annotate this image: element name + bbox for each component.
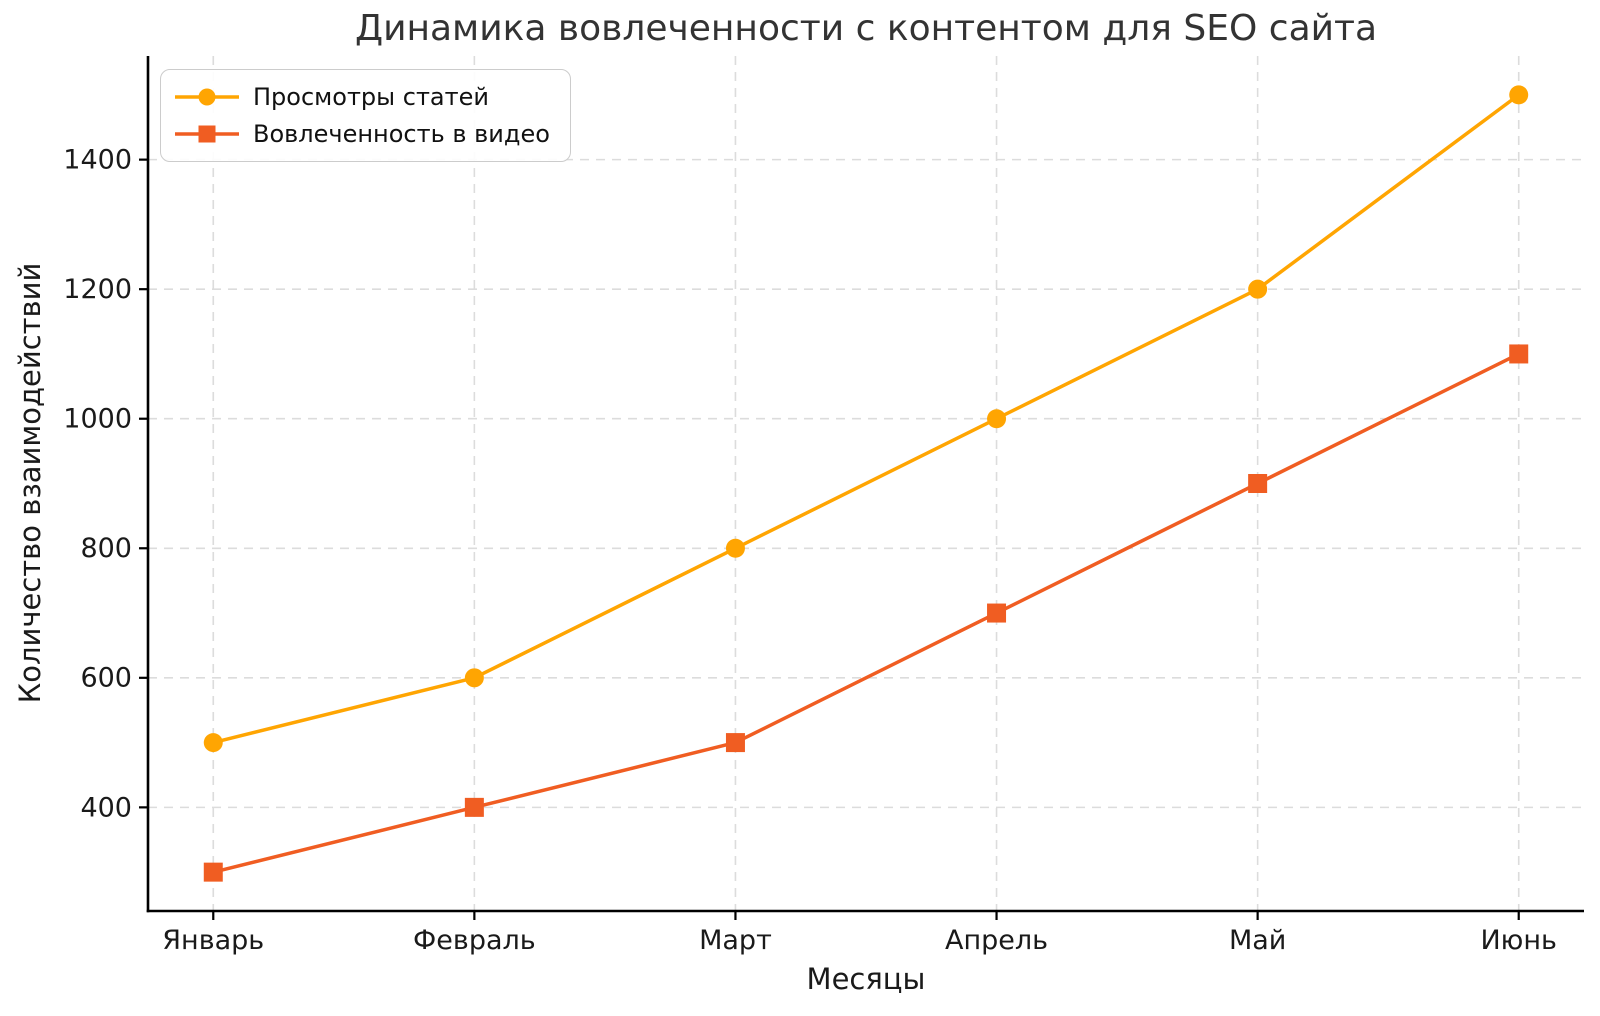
- legend-item: Просмотры статей: [173, 83, 550, 111]
- x-tick-label: Январь: [162, 925, 264, 956]
- data-point-square: [725, 733, 745, 753]
- series-line: [211, 352, 1521, 874]
- data-point-square: [464, 797, 484, 817]
- data-point-circle: [987, 409, 1007, 429]
- x-tick-label: Апрель: [945, 925, 1048, 956]
- y-tick-label: 1200: [63, 274, 132, 305]
- x-tick-label: Июнь: [1480, 925, 1557, 956]
- legend-label: Просмотры статей: [253, 83, 489, 111]
- y-tick-label: 400: [80, 792, 132, 823]
- data-point-circle: [1509, 85, 1529, 105]
- x-axis-label: Месяцы: [806, 962, 926, 996]
- data-point-square: [1509, 344, 1529, 364]
- data-point-square: [198, 125, 216, 143]
- x-tick-label: Февраль: [413, 925, 536, 956]
- x-tick-label: Май: [1229, 925, 1286, 956]
- y-tick-label: 1400: [63, 145, 132, 176]
- legend-item: Вовлеченность в видео: [173, 120, 550, 148]
- chart-title: Динамика вовлеченности с контентом для S…: [354, 8, 1378, 49]
- y-tick-label: 600: [80, 663, 132, 694]
- data-point-circle: [725, 538, 745, 558]
- x-tick-label: Март: [699, 925, 772, 956]
- series-1: [203, 344, 1529, 882]
- legend-circle-marker-icon: [175, 88, 239, 106]
- data-point-circle: [203, 733, 223, 753]
- series-line: [211, 93, 1521, 745]
- y-tick-label: 1000: [63, 404, 132, 435]
- legend-label: Вовлеченность в видео: [253, 120, 550, 148]
- legend: Просмотры статей Вовлеченность в видео: [160, 69, 571, 162]
- data-point-circle: [198, 88, 216, 106]
- data-point-circle: [1248, 279, 1268, 299]
- legend-square-marker-icon: [175, 125, 239, 143]
- data-point-square: [203, 862, 223, 882]
- y-tick-label: 800: [80, 533, 132, 564]
- series-0: [203, 85, 1529, 753]
- data-point-square: [1248, 474, 1268, 493]
- data-point-circle: [464, 668, 484, 688]
- data-point-square: [987, 603, 1007, 623]
